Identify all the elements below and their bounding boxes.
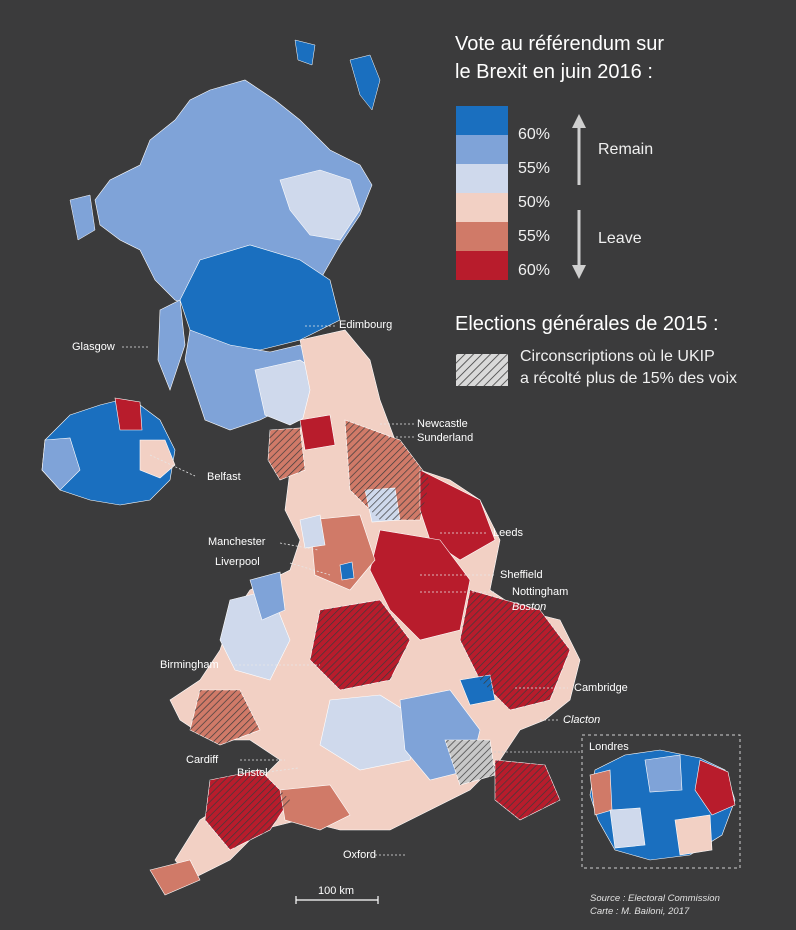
remain-label: Remain [598,141,654,158]
legend-label: 60% [518,262,551,279]
ukip-hatch-overlay [190,420,570,850]
legend-swatch [456,251,508,280]
scale-bar [295,896,379,904]
city-label-clacton: Clacton [563,714,601,726]
legend-swatch [456,164,508,193]
source-credit: Source : Electoral Commission Carte : M.… [590,892,720,918]
legend-label: 55% [518,160,551,177]
city-label-edimbourg: Edimbourg [339,319,393,331]
london-inset [494,734,741,869]
legend-swatch [456,135,508,164]
city-label-manchester: Manchester [208,536,266,548]
title-line-1: Vote au référendum sur [455,33,665,55]
city-label-oxford: Oxford [343,849,377,861]
city-label-liverpool: Liverpool [215,556,260,568]
source-line: Source : Electoral Commission [590,893,720,904]
city-label-sunderland: Sunderland [417,432,474,444]
legend-color-scale [456,106,508,280]
city-label-nottingham: Nottingham [512,586,569,598]
city-label-sheffield: Sheffield [500,569,543,581]
london-inset-label: Londres [589,741,629,753]
legend-swatch [456,106,508,135]
northern-ireland-region [41,397,176,506]
hatch-line-2: a récolté plus de 15% des voix [520,370,738,387]
scotland-region [69,39,381,431]
map-title: Vote au référendum sur le Brexit en juin… [455,30,785,86]
legend-label: 50% [518,194,551,211]
title-line-2: le Brexit en juin 2016 : [455,61,653,83]
city-label-cardiff: Cardiff [186,754,219,766]
legend-labels: 60% 55% 50% 55% 60% [518,118,550,288]
legend-label: 55% [518,228,551,245]
city-label-cambridge: Cambridge [574,682,628,694]
hatch-legend-swatch [456,354,508,386]
elections-title: Elections générales de 2015 : [455,313,719,335]
city-label-birmingham: Birmingham [160,659,219,671]
hatch-line-1: Circonscriptions où le UKIP [520,348,715,365]
legend-swatch [456,193,508,222]
legend-label: 60% [518,126,551,143]
city-label-newcastle: Newcastle [417,418,468,430]
leave-label: Leave [598,230,642,247]
city-label-boston: Boston [512,601,547,613]
city-label-bristol: Bristol [237,767,268,779]
legend-swatch [456,222,508,251]
city-label-leeds: Leeds [493,527,523,539]
credit-line: Carte : M. Bailoni, 2017 [590,906,690,917]
legend-arrow [572,114,586,279]
hatch-legend-text: Circonscriptions où le UKIP a récolté pl… [520,346,737,390]
scale-label: 100 km [318,885,355,897]
city-label-belfast: Belfast [207,471,241,483]
city-label-glasgow: Glasgow [72,341,115,353]
city-leader-lines [122,325,568,856]
